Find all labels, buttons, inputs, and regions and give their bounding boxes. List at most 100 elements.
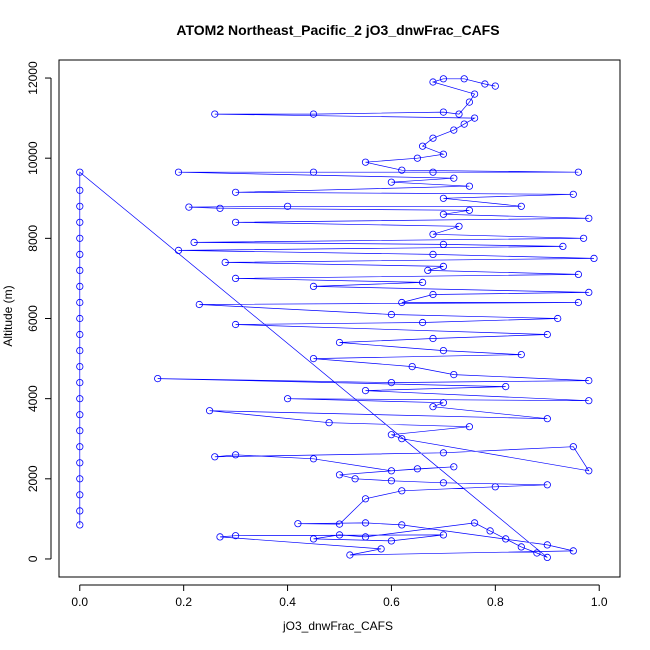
data-point [309, 110, 318, 118]
data-point [439, 479, 447, 487]
data-point [195, 300, 203, 309]
data-point [76, 411, 84, 419]
data-point [76, 234, 84, 242]
data-point [309, 535, 318, 543]
data-point [424, 266, 432, 274]
data-point [429, 168, 437, 176]
data-point [216, 533, 224, 541]
x-tick-label: 1.0 [591, 595, 608, 609]
data-point [361, 158, 370, 166]
data-point [502, 535, 510, 543]
data-point [154, 374, 162, 383]
data-point [429, 134, 437, 142]
data-point [76, 378, 84, 387]
data-point [283, 395, 292, 403]
data-point [294, 520, 302, 528]
data-point [574, 270, 583, 278]
y-axis-label: Altitude (m) [1, 285, 15, 346]
series-line [79, 78, 595, 558]
plot-frame [58, 59, 621, 578]
data-point [574, 298, 583, 307]
x-tick-label: 0.2 [175, 595, 192, 609]
data-point [211, 453, 219, 461]
data-point [455, 222, 463, 230]
series-layer [76, 75, 598, 562]
data-point [439, 449, 447, 457]
data-point [335, 471, 344, 479]
data-point [190, 238, 198, 246]
data-point [465, 98, 473, 106]
data-point [585, 214, 593, 222]
data-point [76, 330, 84, 339]
data-point [335, 531, 344, 539]
data-point [502, 382, 510, 391]
data-point [517, 202, 525, 210]
data-point [335, 338, 344, 347]
data-point [351, 475, 359, 483]
x-tick-label: 0.0 [71, 595, 88, 609]
data-point [470, 519, 479, 527]
data-point [387, 467, 395, 475]
data-point [309, 354, 318, 363]
data-point [335, 520, 344, 528]
data-point [439, 75, 447, 83]
data-point [361, 495, 370, 503]
data-point [439, 150, 447, 158]
data-point [439, 240, 447, 248]
data-point [585, 376, 593, 385]
data-point [574, 168, 583, 176]
data-point [418, 142, 427, 150]
data-point [361, 386, 370, 395]
data-point [232, 188, 240, 196]
data-point [543, 481, 551, 489]
data-point [398, 435, 406, 443]
data-point [76, 395, 84, 403]
chart-title: ATOM2 Northeast_Pacific_2 jO3_dnwFrac_CA… [176, 22, 499, 38]
y-tick-label: 8000 [26, 225, 40, 252]
data-point [309, 168, 318, 176]
data-point [569, 547, 577, 555]
data-point [283, 202, 292, 210]
data-point [309, 282, 318, 290]
data-point [590, 254, 598, 262]
data-point [418, 318, 427, 327]
x-tick-label: 0.8 [487, 595, 504, 609]
data-point [486, 527, 494, 535]
data-point [76, 521, 84, 529]
x-axis-label: jO3_dnwFrac_CAFS [282, 619, 393, 633]
x-tick-label: 0.4 [279, 595, 296, 609]
data-point [543, 415, 551, 423]
y-tick-label: 10000 [26, 141, 40, 175]
data-point [361, 533, 370, 541]
data-point [76, 507, 84, 515]
data-point [216, 204, 224, 212]
data-point [76, 168, 84, 176]
data-point [429, 403, 437, 411]
data-point [398, 487, 406, 495]
data-point [450, 126, 458, 134]
data-point [76, 266, 84, 274]
data-point [377, 545, 385, 553]
data-point [517, 543, 525, 551]
data-point [76, 282, 84, 290]
data-point [439, 194, 447, 202]
y-tick-label: 12000 [26, 61, 40, 95]
data-point [387, 431, 395, 439]
data-point [398, 166, 406, 174]
data-point [465, 423, 473, 431]
data-point [76, 459, 84, 467]
data-point [221, 258, 229, 266]
data-point [387, 178, 395, 186]
data-point [361, 519, 370, 527]
data-point [585, 288, 593, 296]
data-point [418, 278, 427, 286]
data-point [450, 174, 458, 182]
data-point [439, 399, 447, 407]
data-point [429, 250, 437, 258]
data-point [232, 320, 240, 329]
data-point [76, 202, 84, 210]
data-point [455, 110, 463, 118]
data-point [439, 262, 447, 270]
data-point [439, 531, 447, 539]
